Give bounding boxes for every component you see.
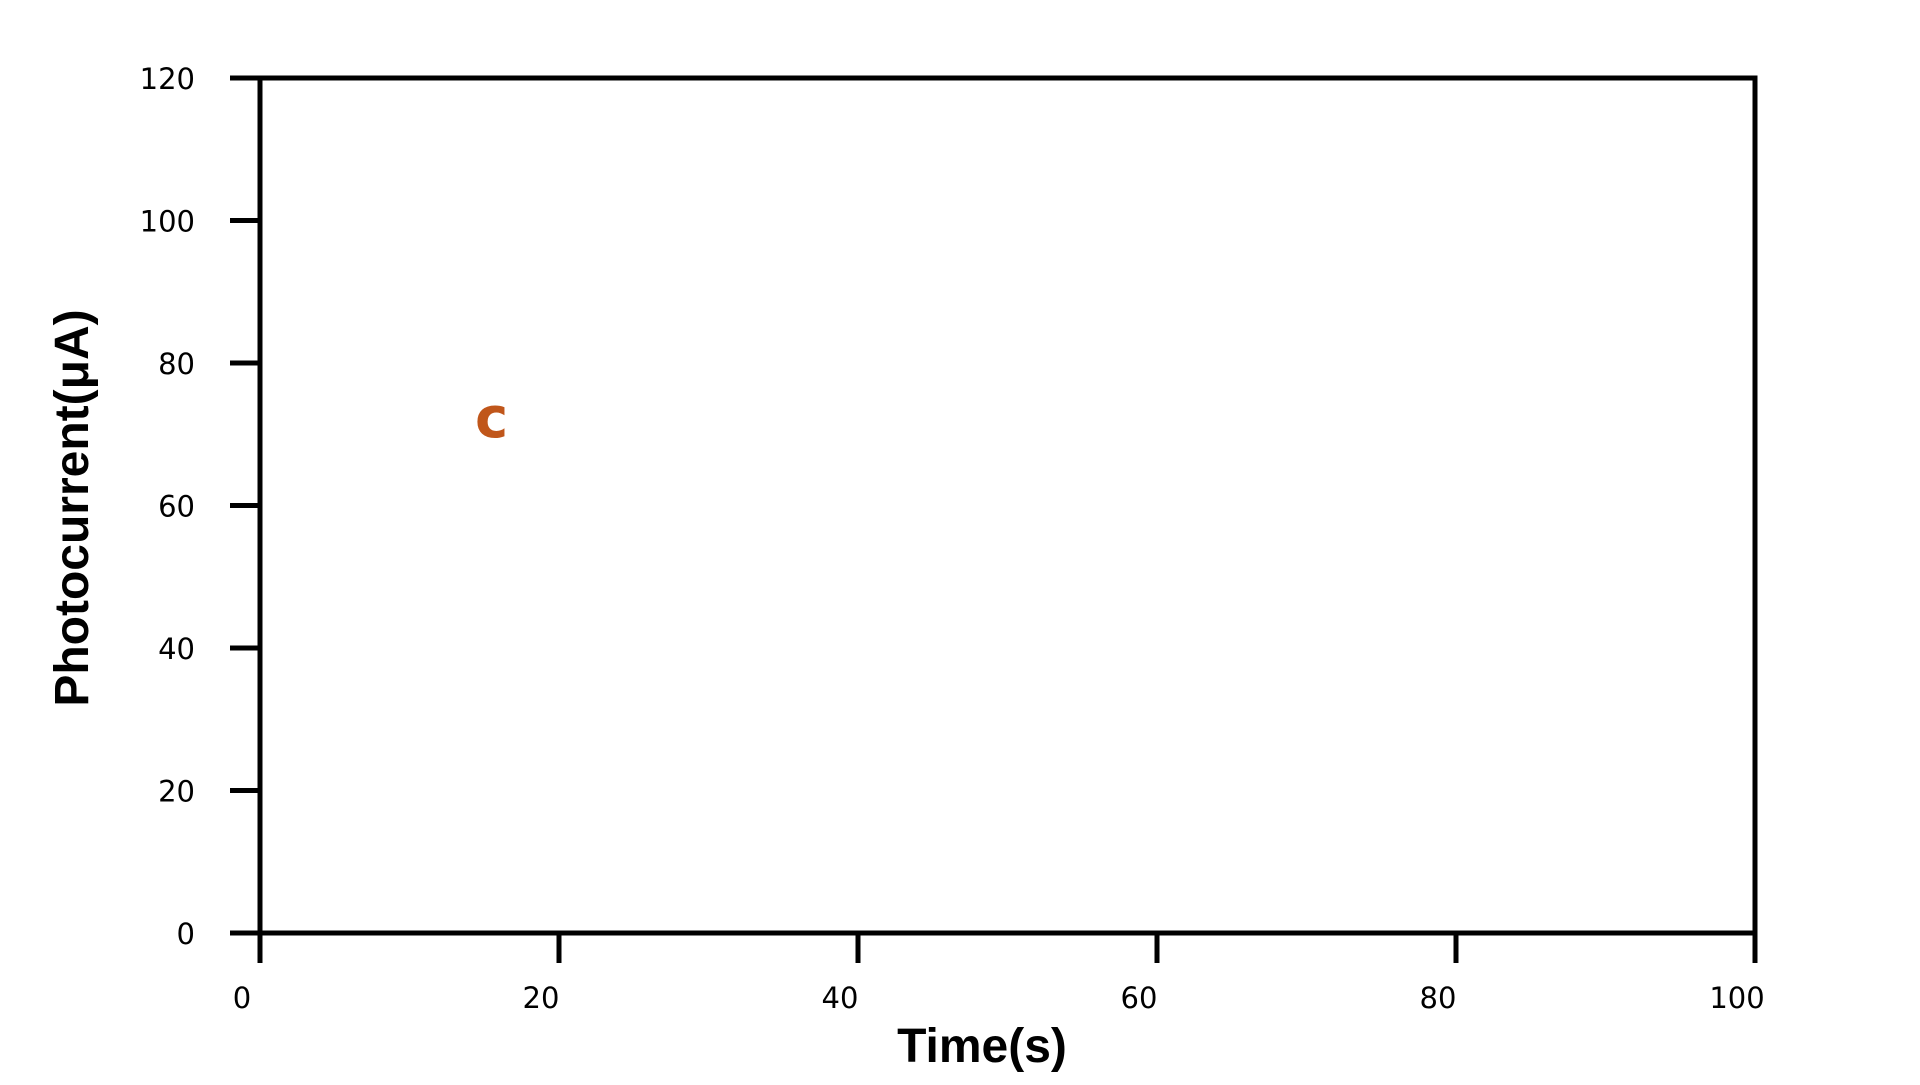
y-tick-label: 0 <box>177 917 195 951</box>
x-axis-title: Time(s) <box>897 1020 1067 1073</box>
y-axis-ticks: 0 20 40 60 80 100 120 <box>140 62 260 951</box>
x-axis-ticks: 0 20 40 60 80 100 <box>233 933 1765 1015</box>
y-tick-label: 100 <box>140 205 195 239</box>
x-tick-label: 60 <box>1121 981 1158 1015</box>
x-tick-label: 20 <box>523 981 560 1015</box>
y-tick-label: 20 <box>158 775 195 809</box>
y-tick-label: 60 <box>158 490 195 524</box>
plot-frame <box>257 75 1758 936</box>
x-tick-label: 40 <box>822 981 859 1015</box>
y-tick-label: 40 <box>158 632 195 666</box>
panel-label: c <box>475 386 508 451</box>
x-tick-label: 80 <box>1420 981 1457 1015</box>
y-tick-label: 80 <box>158 347 195 381</box>
x-tick-label: 0 <box>233 981 251 1015</box>
y-tick-label: 120 <box>140 62 195 96</box>
y-axis-title: Photocurrent(μA) <box>46 309 99 706</box>
x-tick-label: 100 <box>1709 981 1764 1015</box>
